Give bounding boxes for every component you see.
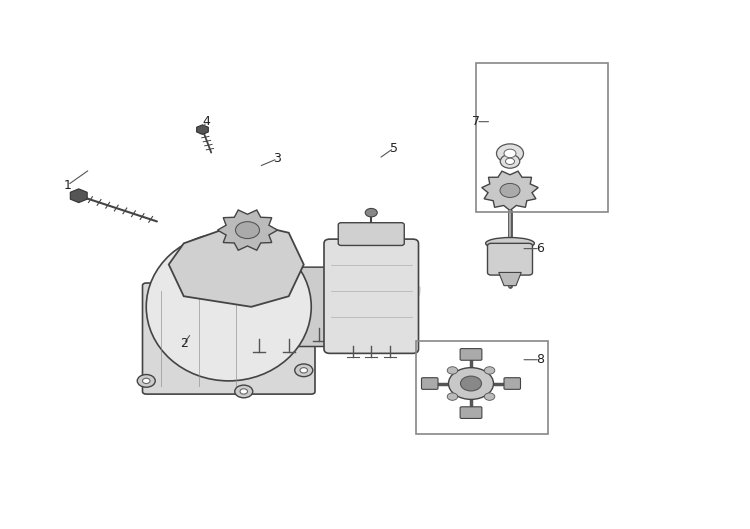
Circle shape [447,393,458,400]
Polygon shape [482,171,538,211]
FancyBboxPatch shape [240,267,330,346]
Circle shape [447,367,458,374]
Circle shape [504,149,516,158]
Circle shape [484,393,495,400]
FancyBboxPatch shape [460,407,482,418]
Circle shape [496,144,523,163]
Text: 2: 2 [180,338,188,350]
Circle shape [365,208,377,217]
Ellipse shape [146,233,311,381]
Circle shape [137,375,155,387]
FancyBboxPatch shape [422,378,438,389]
Circle shape [240,389,248,394]
Circle shape [142,378,150,384]
Circle shape [448,368,494,399]
Text: 1: 1 [64,179,71,191]
Circle shape [500,184,520,197]
FancyBboxPatch shape [324,239,419,353]
FancyBboxPatch shape [488,243,532,275]
Text: 8: 8 [536,353,544,366]
Bar [416,341,548,434]
FancyBboxPatch shape [142,283,315,394]
Text: 7: 7 [472,115,480,128]
Text: 5: 5 [390,142,398,154]
Circle shape [295,364,313,377]
FancyBboxPatch shape [504,378,520,389]
Text: 4: 4 [202,115,210,128]
Text: 6: 6 [536,242,544,255]
Circle shape [300,368,307,373]
Circle shape [460,376,482,391]
Text: 3: 3 [274,152,281,165]
Text: ereplacementparts.com: ereplacementparts.com [207,282,423,300]
Polygon shape [499,272,521,286]
Circle shape [484,367,495,374]
FancyBboxPatch shape [460,349,482,360]
Circle shape [235,385,253,398]
Circle shape [506,158,515,165]
Bar [476,63,608,212]
Polygon shape [217,210,278,250]
Ellipse shape [486,238,534,249]
Polygon shape [196,125,208,134]
FancyBboxPatch shape [338,223,404,245]
Circle shape [500,154,520,168]
Circle shape [236,222,260,239]
Polygon shape [169,222,304,307]
Polygon shape [70,189,87,203]
